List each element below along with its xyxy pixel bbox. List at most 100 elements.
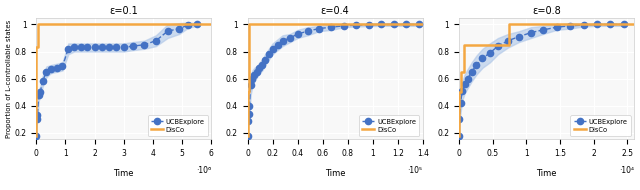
UCBExplore xyxy=(456,118,463,120)
UCBExplore xyxy=(494,45,502,47)
UCBExplore xyxy=(261,59,269,61)
DisCo xyxy=(455,135,463,137)
DisCo xyxy=(506,44,513,46)
DisCo xyxy=(36,23,44,26)
UCBExplore xyxy=(620,23,628,26)
Legend: UCBExplore, DisCo: UCBExplore, DisCo xyxy=(148,116,208,136)
UCBExplore xyxy=(129,45,136,47)
Line: DisCo: DisCo xyxy=(248,25,422,136)
UCBExplore xyxy=(515,36,523,38)
Text: ·10⁶: ·10⁶ xyxy=(196,166,211,175)
DisCo xyxy=(34,46,42,49)
UCBExplore xyxy=(113,46,120,49)
DisCo xyxy=(36,23,44,26)
UCBExplore xyxy=(193,23,200,26)
UCBExplore xyxy=(33,135,40,137)
UCBExplore xyxy=(39,80,47,82)
DisCo xyxy=(207,23,215,26)
Legend: UCBExplore, DisCo: UCBExplore, DisCo xyxy=(570,116,631,136)
Line: UCBExplore: UCBExplore xyxy=(456,21,627,139)
UCBExplore xyxy=(566,25,574,27)
DisCo xyxy=(244,135,252,137)
UCBExplore xyxy=(286,37,294,39)
UCBExplore xyxy=(106,46,113,49)
UCBExplore xyxy=(255,67,263,69)
UCBExplore xyxy=(553,26,561,28)
UCBExplore xyxy=(468,71,476,73)
X-axis label: Time: Time xyxy=(536,169,557,178)
UCBExplore xyxy=(464,78,472,80)
UCBExplore xyxy=(244,135,252,137)
DisCo xyxy=(460,71,468,73)
UCBExplore xyxy=(580,24,588,26)
UCBExplore xyxy=(353,24,360,26)
UCBExplore xyxy=(33,114,41,116)
UCBExplore xyxy=(479,57,486,59)
Line: DisCo: DisCo xyxy=(459,25,634,136)
UCBExplore xyxy=(35,94,43,96)
Title: ε=0.1: ε=0.1 xyxy=(109,6,138,16)
UCBExplore xyxy=(269,48,276,50)
UCBExplore xyxy=(378,23,385,26)
DisCo xyxy=(630,23,638,26)
DisCo xyxy=(457,91,465,93)
UCBExplore xyxy=(607,23,614,26)
DisCo xyxy=(460,44,468,46)
UCBExplore xyxy=(91,46,99,49)
UCBExplore xyxy=(457,102,465,104)
UCBExplore xyxy=(244,113,252,115)
DisCo xyxy=(419,23,426,26)
UCBExplore xyxy=(152,40,160,42)
UCBExplore xyxy=(328,26,335,28)
UCBExplore xyxy=(140,44,148,46)
UCBExplore xyxy=(455,135,463,137)
Line: UCBExplore: UCBExplore xyxy=(33,21,200,139)
UCBExplore xyxy=(259,64,266,66)
UCBExplore xyxy=(274,44,282,46)
DisCo xyxy=(244,91,252,93)
DisCo xyxy=(33,46,40,49)
Title: ε=0.8: ε=0.8 xyxy=(532,6,561,16)
UCBExplore xyxy=(36,91,44,93)
UCBExplore xyxy=(527,32,535,34)
UCBExplore xyxy=(52,67,60,69)
UCBExplore xyxy=(244,119,252,122)
UCBExplore xyxy=(294,33,301,35)
UCBExplore xyxy=(70,46,78,49)
UCBExplore xyxy=(253,71,260,73)
UCBExplore xyxy=(98,46,106,49)
UCBExplore xyxy=(265,53,273,55)
UCBExplore xyxy=(593,23,601,26)
UCBExplore xyxy=(164,30,172,32)
UCBExplore xyxy=(33,118,40,120)
DisCo xyxy=(247,23,255,26)
UCBExplore xyxy=(486,52,493,54)
UCBExplore xyxy=(458,90,466,92)
UCBExplore xyxy=(365,24,372,26)
UCBExplore xyxy=(42,71,50,73)
UCBExplore xyxy=(472,64,480,66)
Y-axis label: Proportion of L-controllable states: Proportion of L-controllable states xyxy=(6,19,12,138)
DisCo xyxy=(33,135,40,137)
UCBExplore xyxy=(247,84,255,86)
UCBExplore xyxy=(304,30,312,32)
DisCo xyxy=(34,23,42,26)
UCBExplore xyxy=(65,48,72,50)
DisCo xyxy=(245,23,253,26)
UCBExplore xyxy=(59,65,67,68)
DisCo xyxy=(33,135,40,137)
UCBExplore xyxy=(246,105,253,107)
UCBExplore xyxy=(184,24,192,26)
UCBExplore xyxy=(47,68,54,70)
DisCo xyxy=(457,71,465,73)
DisCo xyxy=(244,135,252,137)
Title: ε=0.4: ε=0.4 xyxy=(321,6,349,16)
DisCo xyxy=(455,91,463,93)
DisCo xyxy=(247,23,255,26)
UCBExplore xyxy=(279,40,287,42)
UCBExplore xyxy=(340,25,348,27)
DisCo xyxy=(455,135,463,137)
Text: ·10⁵: ·10⁵ xyxy=(408,166,422,175)
UCBExplore xyxy=(83,46,91,49)
UCBExplore xyxy=(540,29,547,31)
